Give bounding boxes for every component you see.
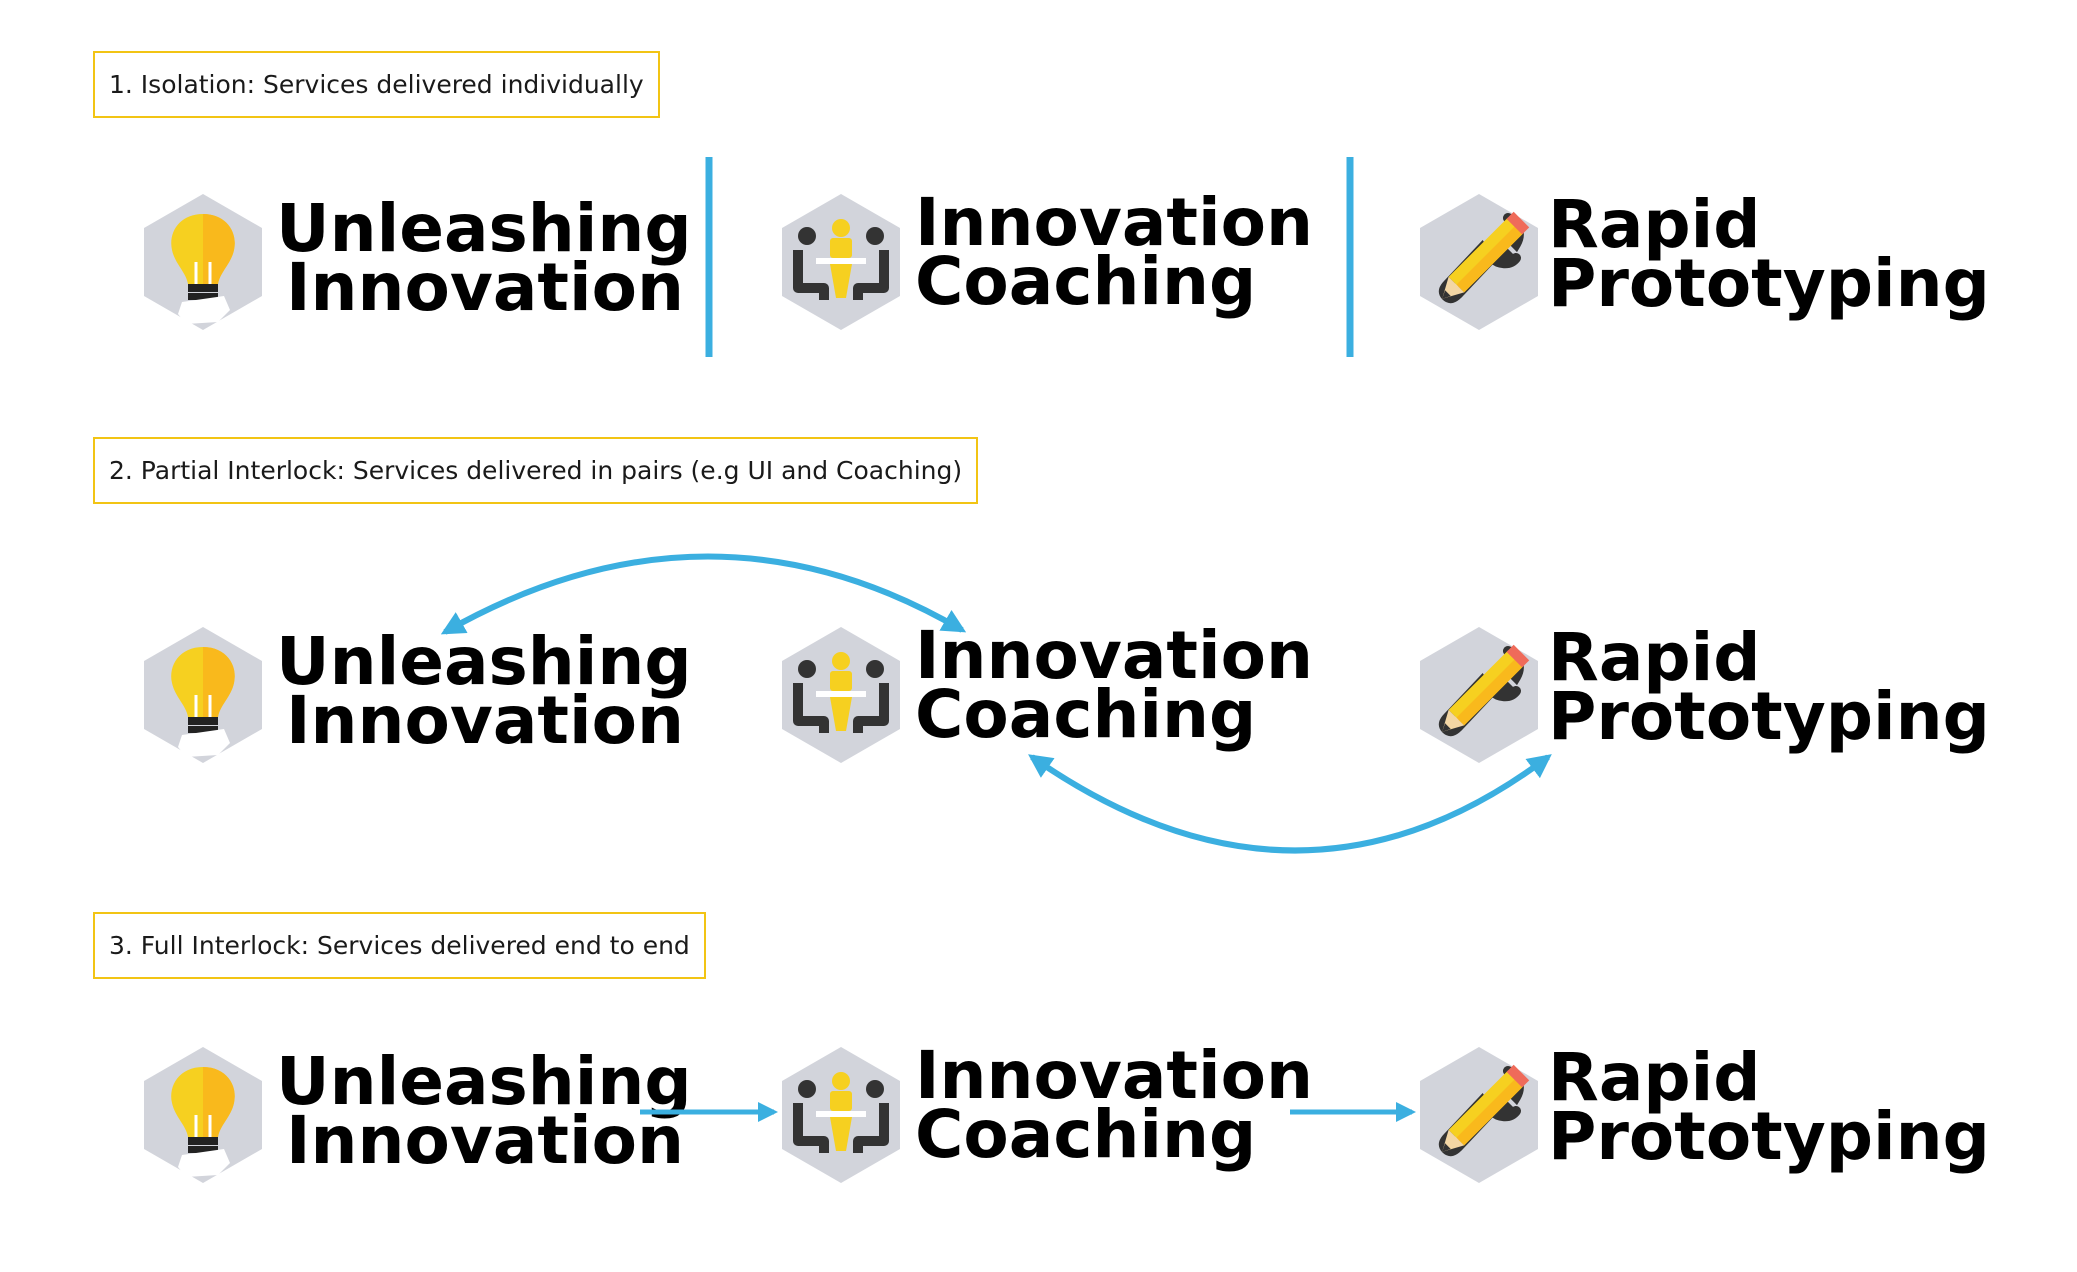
section-label-partial-interlock: 2. Partial Interlock: Services delivered… [93,437,979,504]
double-arrow-unleashing-coaching [440,553,967,635]
service-name-unleashing-innovation: Unleashing Innovation [276,623,692,759]
service-name-rapid-prototyping: Rapid Prototyping [1548,619,1990,755]
lightbulb-icon [144,1047,262,1183]
lightbulb-icon [144,194,262,330]
section-label-full-interlock: 3. Full Interlock: Services delivered en… [93,912,706,979]
service-name-unleashing-innovation: Unleashing Innovation [276,1043,692,1179]
service-name-rapid-prototyping: Rapid Prototyping [1548,1039,1990,1175]
service-name-unleashing-innovation: Unleashing Innovation [276,190,692,326]
meeting-icon [782,194,900,330]
pencil-wrench-icon [1420,194,1538,330]
meeting-icon [782,1047,900,1183]
service-name-rapid-prototyping: Rapid Prototyping [1548,186,1990,322]
pencil-wrench-icon [1420,627,1538,763]
service-name-innovation-coaching: Innovation Coaching [915,184,1313,320]
service-name-innovation-coaching: Innovation Coaching [915,1037,1313,1173]
service-name-innovation-coaching: Innovation Coaching [915,617,1313,753]
section-label-isolation: 1. Isolation: Services delivered individ… [93,51,660,118]
double-arrow-coaching-prototyping [1028,754,1552,854]
pencil-wrench-icon [1420,1047,1538,1183]
lightbulb-icon [144,627,262,763]
meeting-icon [782,627,900,763]
